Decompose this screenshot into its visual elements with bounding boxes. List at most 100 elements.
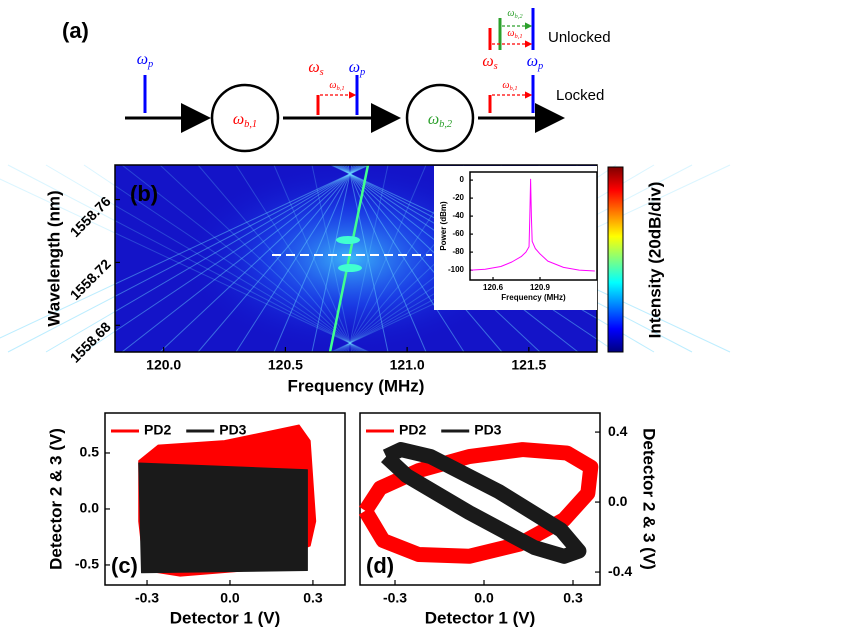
symbol-subscript: p	[537, 61, 543, 72]
symbol-subscript: s	[320, 67, 324, 78]
y-tick-label: 0.0	[608, 493, 628, 509]
colorbar-label: Intensity (20dB/div)	[645, 182, 664, 339]
y-tick-label: 0	[460, 175, 465, 184]
symbol: ωb,1	[329, 80, 344, 92]
x-tick-label: 0.0	[220, 590, 240, 606]
y-axis-label: Detector 2 & 3 (V)	[640, 428, 659, 570]
spectrogram-sideband	[343, 164, 465, 353]
spectrogram-sideband	[273, 164, 355, 353]
symbol: ωp	[349, 59, 366, 79]
x-tick-label: 120.6	[483, 283, 504, 292]
symbol-subscript: b,2	[514, 13, 523, 20]
symbol: ωs	[308, 59, 323, 79]
line	[381, 442, 587, 564]
inset-background	[434, 166, 597, 310]
symbol-subscript: b,1	[244, 119, 257, 130]
y-tick-label: 0.4	[608, 423, 628, 439]
symbol-base: ω	[527, 53, 538, 70]
y-tick-label: -60	[452, 229, 464, 238]
spectrogram-spot	[336, 236, 360, 244]
spectrogram-sideband	[311, 164, 353, 353]
panel-label: (c)	[111, 553, 138, 578]
spectrogram-sideband	[0, 164, 370, 339]
y-tick-label: 0.0	[80, 500, 100, 516]
symbol-base: ω	[428, 111, 439, 128]
spectrogram-spot	[338, 264, 362, 272]
state-label: Locked	[556, 87, 604, 104]
spectrogram-sideband	[7, 164, 368, 353]
plots: 120.0 120.5 121.0 121.51558.681558.721558.7…	[0, 163, 731, 627]
panel-label: (b)	[130, 181, 158, 206]
colorbar	[607, 166, 624, 353]
spectrogram-sideband	[83, 164, 364, 353]
x-tick-label: 0.3	[563, 590, 583, 606]
symbol-base: ω	[502, 80, 509, 91]
symbol-subscript: b,1	[509, 85, 517, 92]
panel-label: (a)	[62, 18, 89, 43]
spectrogram-sideband	[45, 164, 366, 353]
y-tick-label: -100	[448, 265, 465, 274]
symbol: ωb,2	[507, 8, 523, 20]
plot-frame	[359, 412, 601, 586]
symbol: ωp	[137, 51, 154, 71]
y-tick-label: -80	[452, 247, 464, 256]
legend-label: PD2	[144, 422, 171, 438]
x-tick-label: -0.3	[135, 590, 159, 606]
x-axis-label: Detector 1 (V)	[170, 608, 281, 627]
x-tick-label: 121.5	[511, 357, 546, 373]
y-tick-label: 0.5	[80, 444, 100, 460]
symbol: ωb,1	[507, 28, 522, 40]
resonator	[210, 83, 280, 153]
y-axis-label: Detector 2 & 3 (V)	[46, 428, 65, 570]
symbol-base: ω	[308, 59, 319, 76]
spectrogram-sideband	[197, 164, 358, 353]
symbol-subscript: b,1	[514, 33, 522, 40]
spectrogram-sideband	[7, 164, 368, 353]
x-tick-label: -0.3	[383, 590, 407, 606]
symbol-base: ω	[507, 8, 514, 19]
spectrogram-sideband	[45, 164, 366, 353]
spectrogram-sideband	[197, 164, 358, 353]
y-axis-label: Power (dBm)	[439, 201, 448, 251]
symbol-subscript: b,2	[439, 119, 452, 130]
symbol-base: ω	[329, 80, 336, 91]
spectrogram-sideband	[159, 164, 360, 353]
panel-label: (d)	[366, 553, 394, 578]
state-label: Unlocked	[548, 29, 611, 46]
symbol: ωb,1	[233, 111, 257, 131]
legend-label: PD3	[474, 422, 501, 438]
spectrogram-peak	[328, 164, 370, 353]
symbol-base: ω	[507, 28, 514, 39]
y-tick-label: -20	[452, 193, 464, 202]
diagram	[125, 8, 565, 153]
spectrogram-sideband	[121, 164, 362, 353]
plot-frame	[469, 171, 598, 281]
symbol-base: ω	[233, 111, 244, 128]
y-tick-label: -0.5	[75, 556, 99, 572]
spectrogram-sideband	[159, 164, 360, 353]
symbol-base: ω	[137, 51, 148, 68]
x-tick-label: 0.0	[474, 590, 494, 606]
y-tick-label: -0.4	[608, 563, 632, 579]
line	[358, 442, 599, 564]
plot-frame	[104, 412, 346, 586]
spectrogram-sideband	[347, 164, 389, 353]
legend-label: PD2	[399, 422, 426, 438]
symbol-base: ω	[349, 59, 360, 76]
symbol-subscript: p	[359, 67, 365, 78]
x-tick-label: 121.0	[390, 357, 425, 373]
legend-label: PD3	[219, 422, 246, 438]
symbol-base: ω	[482, 53, 493, 70]
spectrogram-sideband	[311, 164, 353, 353]
spectrogram-sideband	[83, 164, 364, 353]
spectrogram-sideband	[235, 164, 357, 353]
x-axis-label: Frequency (MHz)	[288, 376, 425, 395]
area	[138, 462, 308, 574]
symbol: ωb,1	[502, 80, 517, 92]
spectrogram-sideband	[345, 164, 427, 353]
symbol: ωb,2	[428, 111, 452, 131]
spectrogram-sideband	[0, 178, 370, 353]
symbol-subscript: s	[494, 61, 498, 72]
spectrogram-sideband	[342, 164, 503, 353]
